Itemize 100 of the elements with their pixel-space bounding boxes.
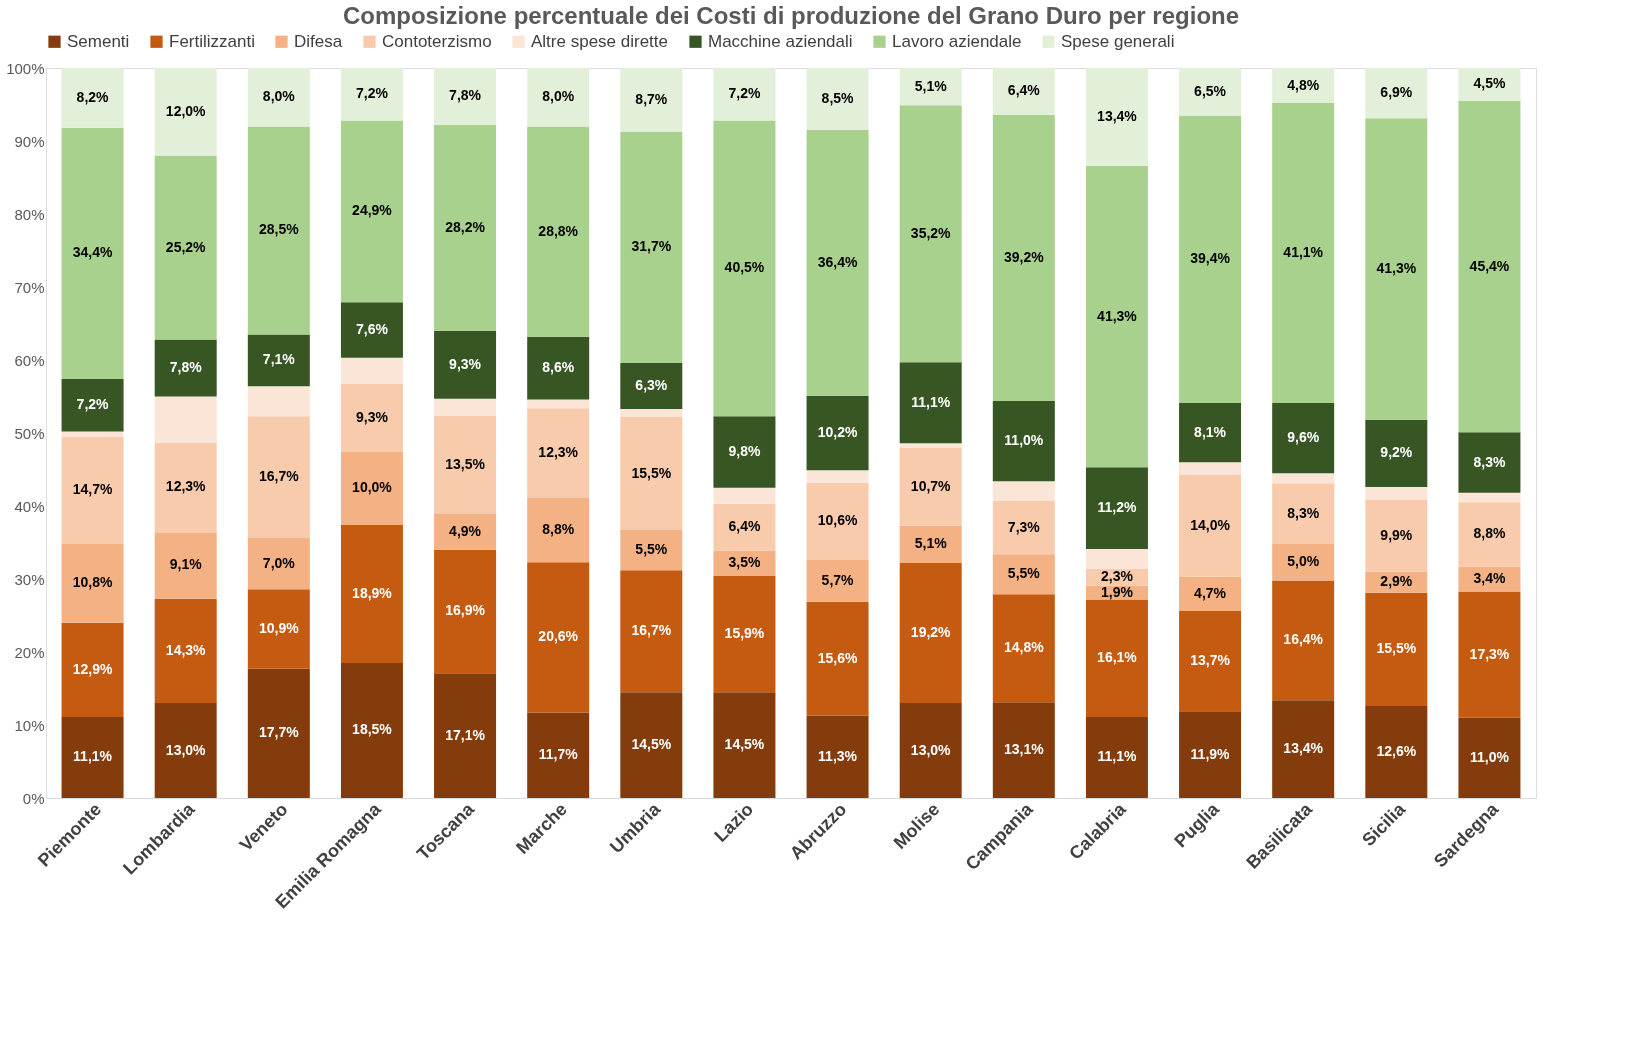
data-label: 7,6% <box>355 321 389 338</box>
bar <box>527 399 590 409</box>
y-tick-label: 100% <box>6 59 45 77</box>
bar <box>247 416 310 539</box>
data-label: 4,5% <box>1473 75 1506 92</box>
y-tick-label: 20% <box>14 643 45 661</box>
data-label: 7,1% <box>262 351 296 368</box>
data-label: 10,8% <box>72 574 113 591</box>
bar <box>1458 100 1521 433</box>
bar <box>899 703 962 798</box>
bar <box>992 594 1055 703</box>
y-tick-label: 90% <box>14 132 45 150</box>
bar <box>806 395 869 471</box>
bar <box>899 525 962 563</box>
data-label: 9,3% <box>355 409 389 426</box>
bar <box>154 703 217 798</box>
data-label: 12,6% <box>1376 743 1417 760</box>
data-label: 19,2% <box>910 624 952 641</box>
bar <box>1458 502 1521 567</box>
data-label: 8,8% <box>542 521 575 538</box>
legend-label: Altre spese dirette <box>531 31 669 51</box>
bar <box>527 562 590 713</box>
data-label: 1,9% <box>1100 583 1134 600</box>
bar <box>154 339 217 397</box>
bar <box>1365 499 1428 572</box>
data-label: 17,3% <box>1469 645 1510 662</box>
bar <box>1365 118 1428 420</box>
bar <box>340 451 403 525</box>
data-label: 16,4% <box>1283 631 1324 648</box>
bar <box>434 514 497 550</box>
bar <box>154 442 217 533</box>
bar <box>620 408 683 417</box>
bar <box>620 68 683 132</box>
bar <box>340 357 403 385</box>
data-label: 35,2% <box>910 224 952 241</box>
bar <box>154 68 217 156</box>
data-label: 12,0% <box>165 102 207 119</box>
data-label: 5,5% <box>1007 565 1041 582</box>
y-tick-label: 60% <box>14 351 45 369</box>
bar <box>527 336 590 400</box>
bar <box>434 330 497 399</box>
bar <box>806 601 869 716</box>
bar <box>247 386 310 417</box>
data-label: 11,0% <box>1004 432 1044 449</box>
data-label: 10,0% <box>352 479 393 496</box>
data-label: 39,2% <box>1003 248 1045 265</box>
bar <box>806 560 869 602</box>
bar <box>434 673 497 798</box>
data-label: 17,7% <box>258 724 300 741</box>
bar <box>247 668 310 798</box>
data-label: 16,7% <box>258 468 300 485</box>
data-label: 16,9% <box>445 602 486 619</box>
data-label: 8,3% <box>1473 453 1506 470</box>
data-label: 16,1% <box>1097 649 1138 666</box>
data-label: 3,4% <box>1473 570 1506 586</box>
bar <box>1458 717 1521 798</box>
data-label: 11,1% <box>73 748 113 765</box>
y-tick-label: 80% <box>14 205 45 223</box>
bar <box>247 126 310 335</box>
bar <box>1179 68 1242 116</box>
data-label: 5,0% <box>1287 553 1320 570</box>
data-label: 10,6% <box>817 512 858 529</box>
bar <box>340 120 403 303</box>
data-label: 4,8% <box>1287 76 1320 93</box>
data-label: 15,6% <box>817 649 858 666</box>
y-tick-label: 0% <box>22 789 45 807</box>
data-label: 6,3% <box>635 376 668 393</box>
data-label: 11,1% <box>911 393 951 410</box>
bar <box>899 68 962 106</box>
bar <box>527 408 590 498</box>
bar <box>992 702 1055 798</box>
data-label: 13,4% <box>1097 107 1138 124</box>
bar <box>806 68 869 131</box>
data-label: 39,4% <box>1190 250 1231 267</box>
bar <box>899 562 962 704</box>
data-label: 13,0% <box>165 741 207 758</box>
bar <box>1085 467 1148 550</box>
bar <box>154 598 217 704</box>
y-tick-label: 10% <box>14 716 45 734</box>
bar <box>1179 711 1242 798</box>
bar <box>1272 103 1335 404</box>
bar <box>434 549 497 674</box>
data-label: 13,5% <box>445 455 486 472</box>
bar <box>1179 576 1242 612</box>
bar <box>1272 68 1335 104</box>
data-label: 9,8% <box>728 442 761 459</box>
bar <box>620 570 683 693</box>
bar <box>992 481 1055 501</box>
data-label: 5,1% <box>914 77 948 94</box>
data-label: 15,5% <box>631 464 672 481</box>
data-label: 6,4% <box>728 518 761 535</box>
data-label: 34,4% <box>72 244 113 261</box>
data-label: 4,7% <box>1194 584 1227 601</box>
bar <box>1085 68 1148 166</box>
bar <box>1458 432 1521 493</box>
bar <box>620 362 683 409</box>
data-label: 6,5% <box>1194 82 1227 99</box>
data-label: 8,6% <box>542 359 575 376</box>
bar <box>247 538 310 590</box>
bar <box>61 622 124 717</box>
